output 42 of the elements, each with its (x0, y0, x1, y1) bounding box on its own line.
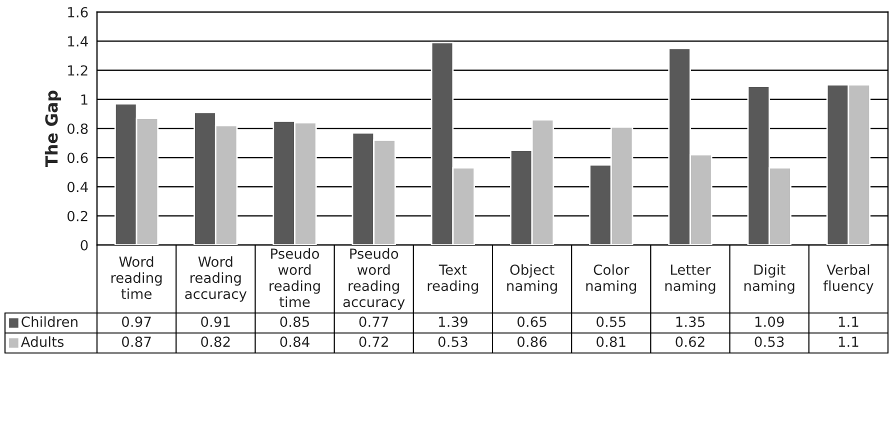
y-tick-label: 1.6 (68, 6, 88, 18)
data-label: 1.1 (838, 316, 858, 327)
data-label: 1.35 (676, 316, 704, 328)
x-tick-label: Pseudo word reading accuracy (343, 248, 405, 310)
legend-label: Children (22, 316, 78, 328)
y-tick-label: 0.2 (67, 210, 88, 222)
y-tick-label: 0.6 (67, 152, 88, 164)
data-label: 0.72 (359, 336, 388, 348)
data-label: 0.97 (122, 316, 151, 328)
y-tick-label: 1.4 (68, 36, 88, 46)
data-label: 0.81 (596, 336, 626, 348)
x-tick-label: Verbal fluency (823, 264, 874, 294)
x-tick-label: Object naming (507, 264, 557, 294)
y-tick-label: 1 (81, 94, 88, 105)
data-label: 0.86 (518, 336, 547, 348)
y-tick-label: 0.4 (67, 182, 88, 192)
data-label: 1.39 (439, 316, 468, 328)
x-tick-label: Text reading (428, 264, 478, 294)
y-tick-label: 0 (80, 240, 88, 250)
x-tick-label: Pseudo word reading time (270, 248, 320, 308)
data-label: 0.53 (754, 336, 784, 348)
data-label: 0.65 (518, 316, 546, 328)
x-tick-label: Word reading accuracy (185, 256, 247, 302)
x-tick-label: Word reading time (111, 256, 162, 300)
data-label: 0.85 (280, 316, 309, 328)
data-label: 0.91 (201, 316, 230, 328)
data-label: 0.84 (280, 336, 310, 348)
x-tick-label: Digit naming (744, 264, 794, 294)
data-label: 0.53 (438, 336, 468, 348)
x-tick-label: Letter naming (665, 264, 716, 294)
data-label: 1.09 (755, 316, 784, 328)
y-tick-label: 1.2 (68, 65, 88, 76)
data-label: 0.82 (201, 336, 230, 348)
data-label: 1.1 (838, 336, 858, 347)
data-label: 0.77 (359, 316, 388, 328)
y-tick-label: 0.8 (67, 123, 88, 134)
x-tick-label: Color naming (586, 264, 636, 294)
data-label: 0.62 (676, 336, 704, 348)
data-label: 0.55 (596, 316, 626, 328)
legend-label: Adults (20, 336, 64, 348)
y-axis-title: The Gap (44, 90, 62, 168)
data-label: 0.87 (122, 336, 151, 348)
